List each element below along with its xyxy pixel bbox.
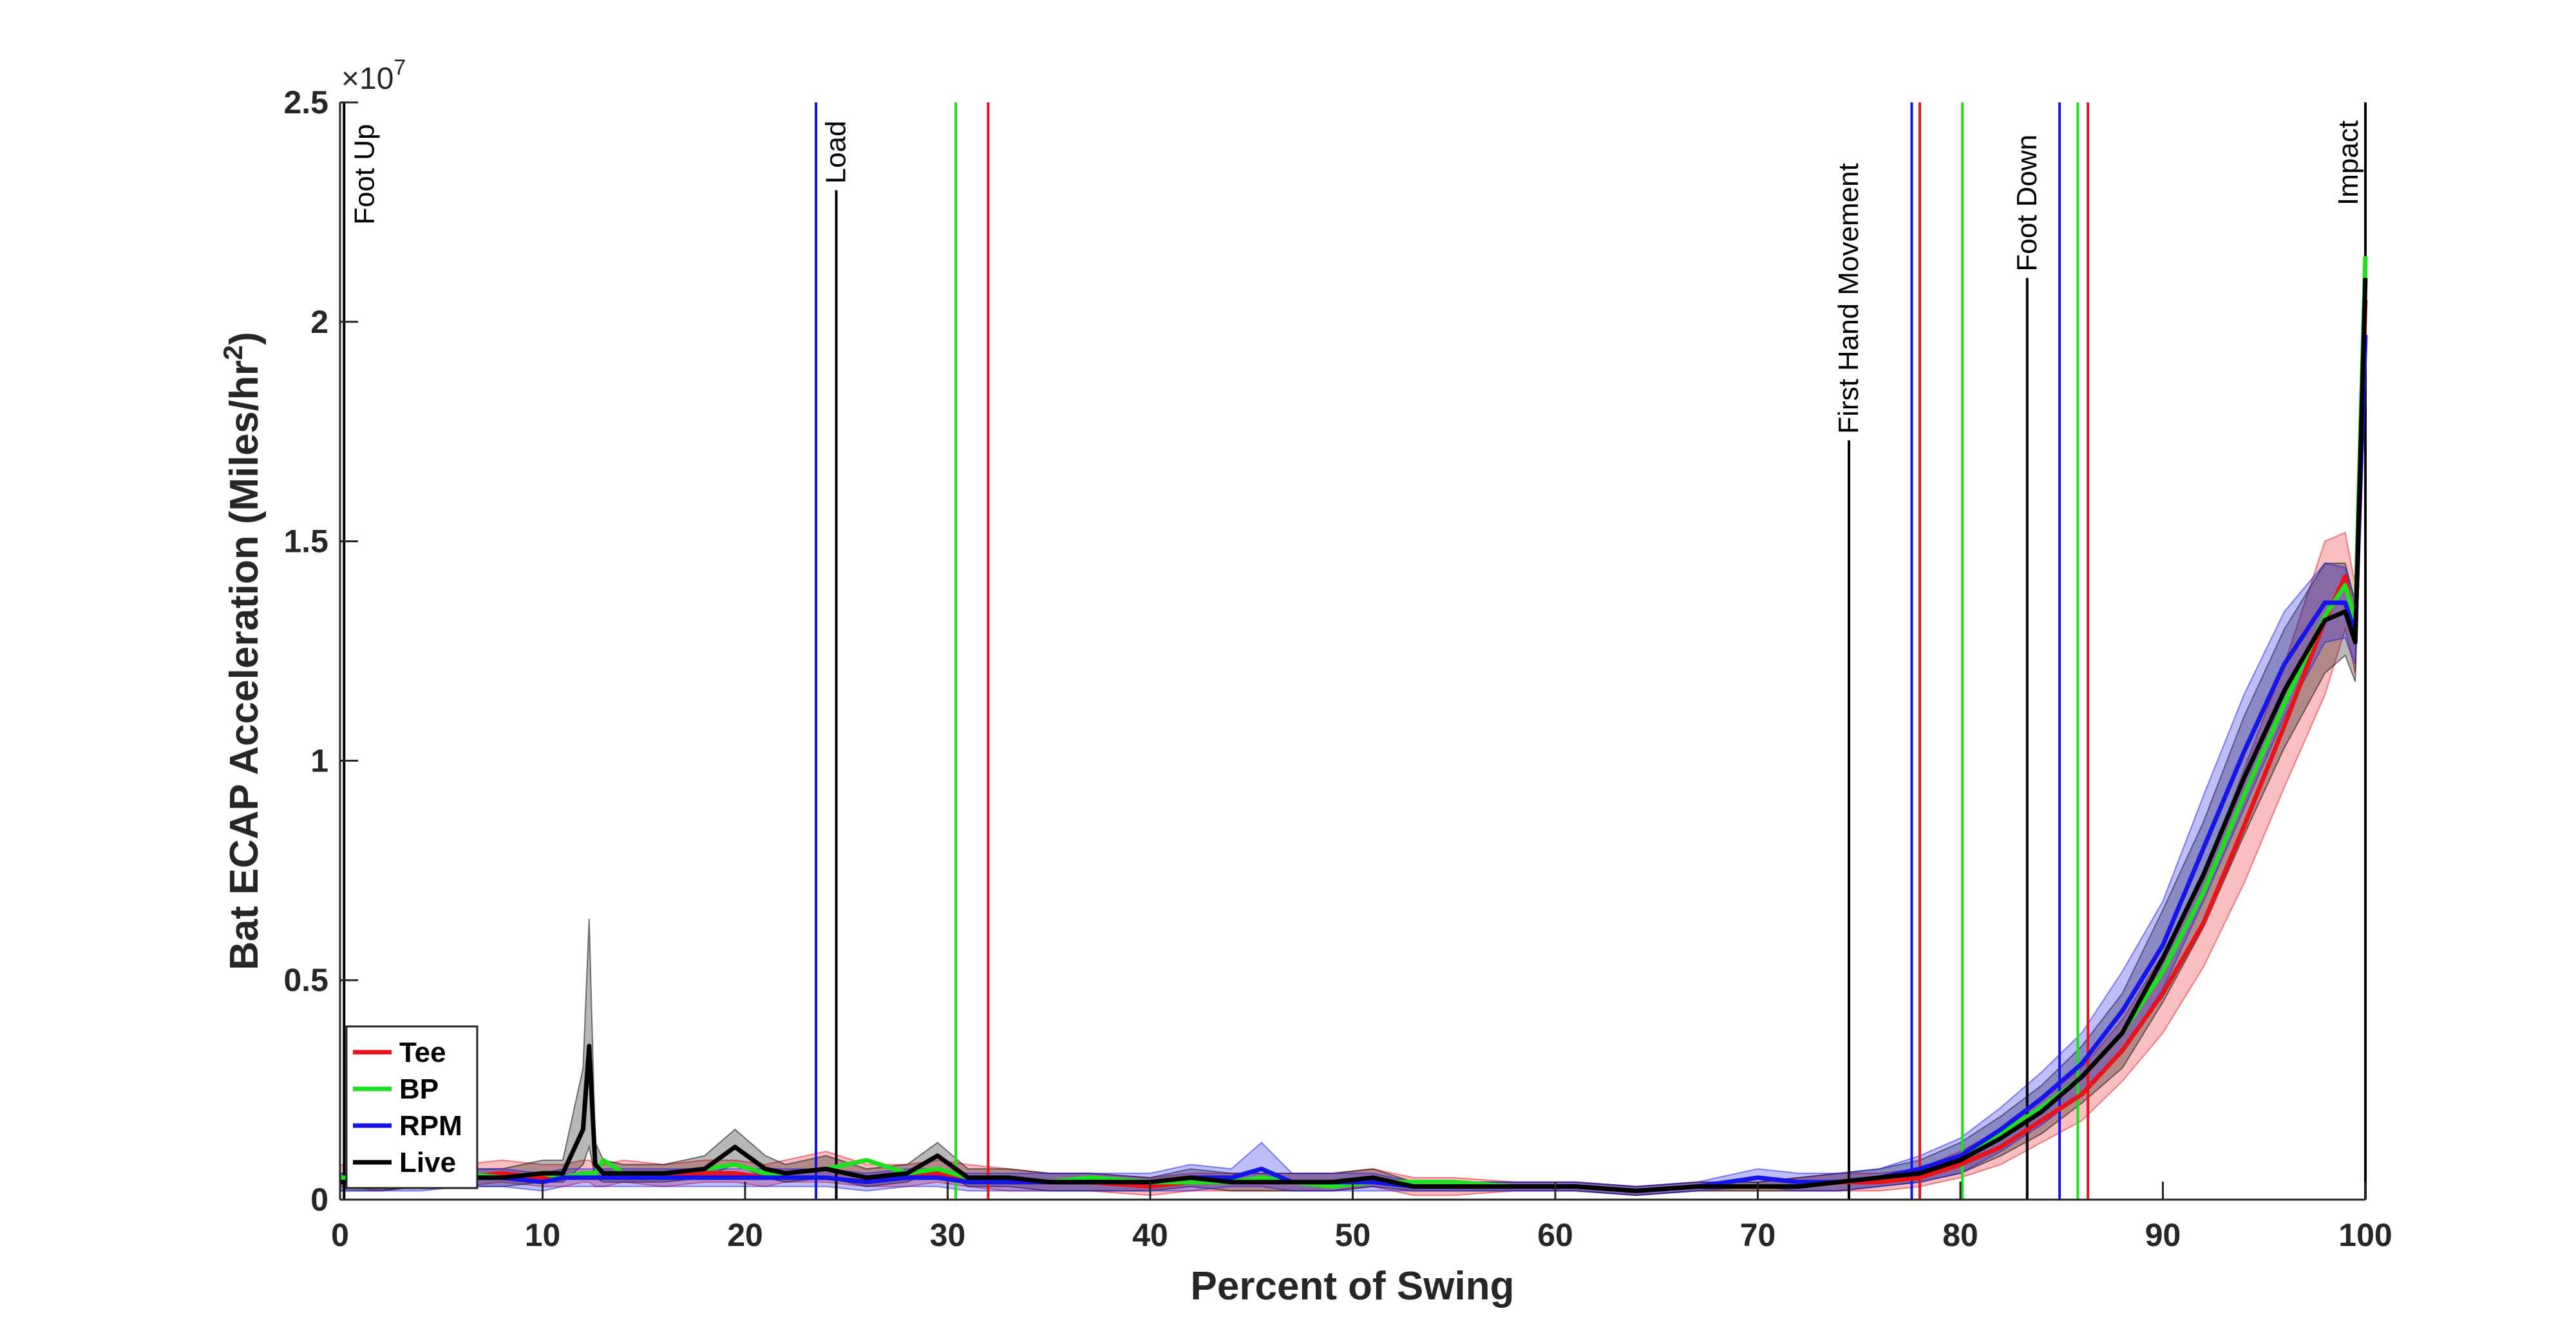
y-tick-label: 2 <box>310 304 328 340</box>
series-lines <box>339 256 2368 1193</box>
x-tick-label: 100 <box>2338 1217 2392 1253</box>
x-tick-label: 0 <box>331 1217 349 1253</box>
x-tick-label: 10 <box>525 1217 561 1253</box>
y-tick-label: 1.5 <box>283 524 328 560</box>
series-line-rpm <box>340 335 2368 1193</box>
y-axis-label: Bat ECAP Acceleration (Miles/hr2) <box>218 332 267 970</box>
y-tick-label: 0 <box>310 1182 328 1218</box>
event-markers: Foot Up Load First Hand Movement Foot Down I… <box>343 102 2367 1200</box>
event-label-first-hand-movement: First Hand Movement <box>1833 163 1864 434</box>
y-tick-label: 0.5 <box>283 962 328 998</box>
legend-label-bp: BP <box>399 1073 439 1105</box>
legend-label-live: Live <box>399 1147 456 1178</box>
x-tick-label: 80 <box>1942 1217 1978 1253</box>
plot-background <box>340 102 2365 1200</box>
event-label-foot-down: Foot Down <box>2011 135 2043 272</box>
legend-label-tee: Tee <box>399 1037 446 1068</box>
x-tick-label: 30 <box>930 1217 966 1253</box>
y-tick-label: 1 <box>310 742 328 779</box>
legend: Tee BP RPM Live <box>345 1025 478 1189</box>
y-multiplier: ×107 <box>341 55 406 96</box>
tick-labels: 0 10 20 30 40 50 60 70 80 90 100 0 0.5 1 1.5 2 2.5 <box>283 84 2392 1253</box>
y-tick-label: 2.5 <box>283 84 328 120</box>
x-tick-label: 60 <box>1537 1217 1573 1253</box>
legend-label-rpm: RPM <box>399 1110 462 1142</box>
event-label-foot-up: Foot Up <box>348 124 380 225</box>
x-tick-label: 40 <box>1132 1217 1168 1253</box>
x-axis-label: Percent of Swing <box>1191 1264 1515 1308</box>
x-tick-label: 20 <box>727 1217 763 1253</box>
x-tick-label: 90 <box>2145 1217 2181 1253</box>
x-tick-label: 50 <box>1335 1217 1371 1253</box>
series-line-live <box>340 278 2368 1193</box>
axes <box>339 101 2367 1201</box>
event-label-load: Load <box>820 120 852 184</box>
event-label-impact: Impact <box>2333 120 2364 205</box>
x-tick-label: 70 <box>1740 1217 1776 1253</box>
